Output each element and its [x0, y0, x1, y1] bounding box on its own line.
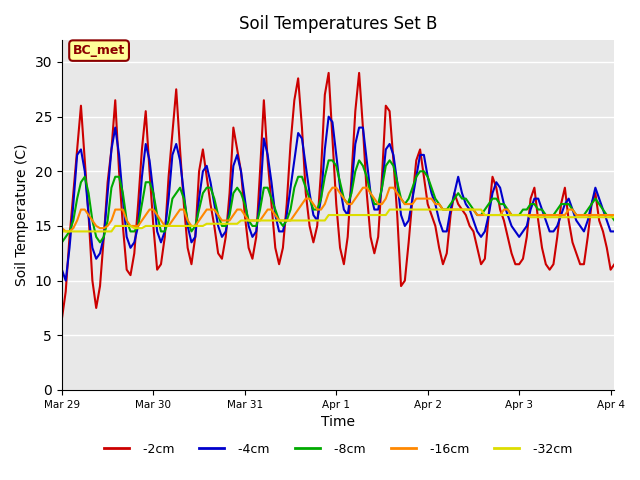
Text: BC_met: BC_met [73, 44, 125, 57]
Legend:  -2cm,  -4cm,  -8cm,  -16cm,  -32cm: -2cm, -4cm, -8cm, -16cm, -32cm [99, 438, 577, 461]
Y-axis label: Soil Temperature (C): Soil Temperature (C) [15, 144, 29, 286]
X-axis label: Time: Time [321, 415, 355, 429]
Title: Soil Temperatures Set B: Soil Temperatures Set B [239, 15, 437, 33]
